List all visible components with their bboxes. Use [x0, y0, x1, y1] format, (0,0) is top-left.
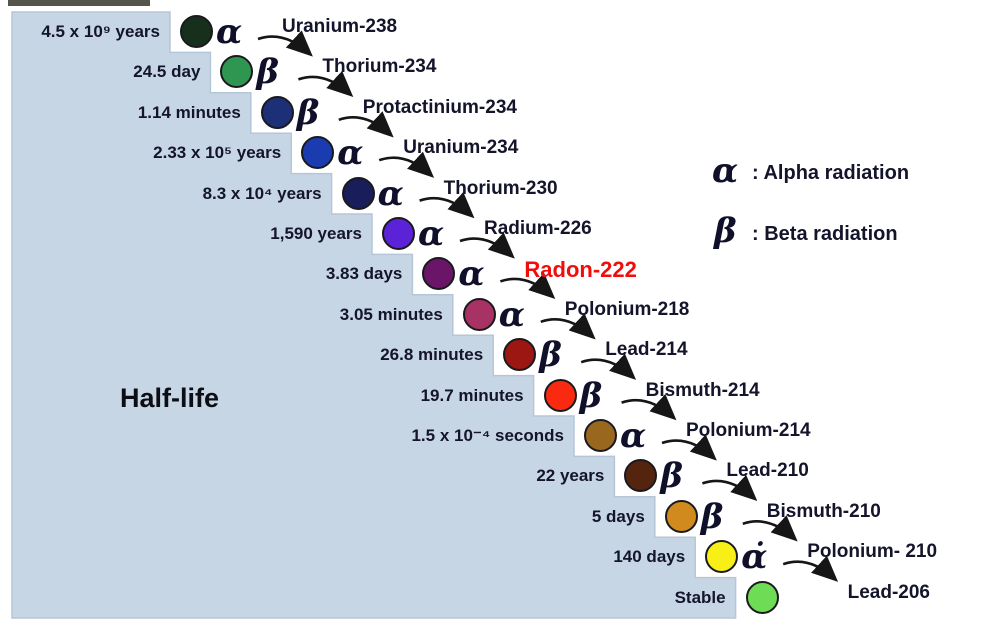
decay-arrow	[257, 30, 313, 57]
isotope-circle	[705, 540, 739, 574]
decay-arrow	[297, 70, 354, 98]
half-life-label: 3.83 days	[325, 264, 403, 284]
isotope-name: Bismuth-214	[645, 379, 760, 401]
decay-arrow	[378, 151, 435, 178]
isotope-circle	[422, 257, 456, 291]
half-life-label: 22 years	[536, 466, 605, 486]
isotope-name: Polonium- 210	[807, 541, 938, 563]
decay-arrow	[621, 394, 677, 421]
decay-arrow	[338, 111, 394, 138]
decay-arrow	[419, 192, 475, 219]
top-edge-artifact	[8, 0, 150, 6]
decay-arrow	[499, 272, 556, 300]
isotope-circle	[543, 378, 577, 412]
legend-beta-icon: β	[714, 211, 737, 251]
half-life-label: 3.05 minutes	[339, 304, 443, 324]
half-life-label: 19.7 minutes	[420, 385, 524, 405]
isotope-name: Bismuth-210	[766, 500, 881, 522]
decay-arrow	[742, 515, 798, 542]
half-life-label: 140 days	[613, 547, 686, 567]
isotope-circle	[382, 217, 415, 250]
legend-alpha-icon: α	[712, 151, 739, 191]
half-life-label: 4.5 x 10⁹ years	[41, 22, 160, 41]
half-life-label: 5 days	[591, 506, 645, 526]
staircase-shape	[11, 11, 737, 619]
half-life-label: 26.8 minutes	[380, 345, 484, 365]
radiation-symbol: α	[337, 133, 364, 174]
isotope-name: Uranium-238	[282, 16, 398, 37]
isotope-circle	[664, 499, 698, 533]
half-life-label: 1,590 years	[270, 224, 362, 243]
isotope-circle	[341, 176, 375, 210]
decay-arrow	[540, 313, 596, 340]
radiation-symbol: β	[579, 375, 603, 416]
isotope-circle	[180, 15, 213, 48]
radiation-symbol: α	[458, 254, 485, 295]
isotope-name: Lead-210	[726, 460, 809, 482]
isotope-circle	[301, 136, 335, 170]
decay-arrow	[782, 555, 839, 582]
radiation-symbol: α	[418, 214, 445, 254]
legend-beta-label: : Beta radiation	[752, 223, 898, 245]
half-life-title: Half-life	[120, 383, 220, 413]
radiation-symbol: β	[539, 335, 562, 376]
isotope-circle	[462, 297, 496, 331]
isotope-name: Lead-214	[605, 339, 688, 361]
half-life-label: Stable	[674, 587, 726, 607]
radiation-symbol: α	[498, 294, 525, 335]
radiation-symbol: α̇	[741, 537, 768, 578]
isotope-name: Thorium-234	[322, 56, 437, 78]
half-life-label: 2.33 x 10⁵ years	[153, 143, 282, 163]
half-life-label: 8.3 x 10⁴ years	[202, 183, 322, 203]
isotope-name: Lead-206	[847, 581, 930, 603]
isotope-circle	[260, 95, 294, 129]
radiation-symbol: α	[216, 12, 243, 52]
radiation-symbol: α	[377, 173, 404, 214]
isotope-name: Uranium-234	[403, 137, 519, 159]
radiation-symbol: β	[256, 52, 279, 93]
half-life-label: 24.5 day	[133, 62, 201, 82]
half-life-label: 1.14 minutes	[137, 102, 241, 122]
radiation-symbol: α	[620, 416, 647, 456]
decay-arrow	[661, 434, 717, 461]
legend-alpha-label: : Alpha radiation	[752, 162, 910, 184]
isotope-circle	[503, 338, 537, 372]
isotope-circle	[624, 459, 658, 493]
radiation-symbol: β	[296, 92, 320, 133]
decay-arrow	[459, 232, 515, 259]
isotope-circle	[220, 55, 254, 89]
radiation-symbol: β	[660, 456, 683, 497]
isotope-name: Polonium-218	[564, 298, 690, 320]
decay-arrow	[580, 353, 637, 380]
isotope-name: Polonium-214	[686, 420, 811, 441]
isotope-name: Radon-222	[524, 257, 637, 283]
isotope-name: Thorium-230	[443, 177, 558, 199]
isotope-circle	[745, 580, 779, 614]
decay-arrow	[701, 474, 758, 502]
isotope-name: Radium-226	[484, 218, 592, 239]
radiation-symbol: β	[700, 496, 724, 537]
half-life-label: 1.5 x 10⁻⁴ seconds	[411, 426, 564, 445]
isotope-name: Protactinium-234	[362, 96, 517, 118]
isotope-circle	[584, 419, 617, 452]
